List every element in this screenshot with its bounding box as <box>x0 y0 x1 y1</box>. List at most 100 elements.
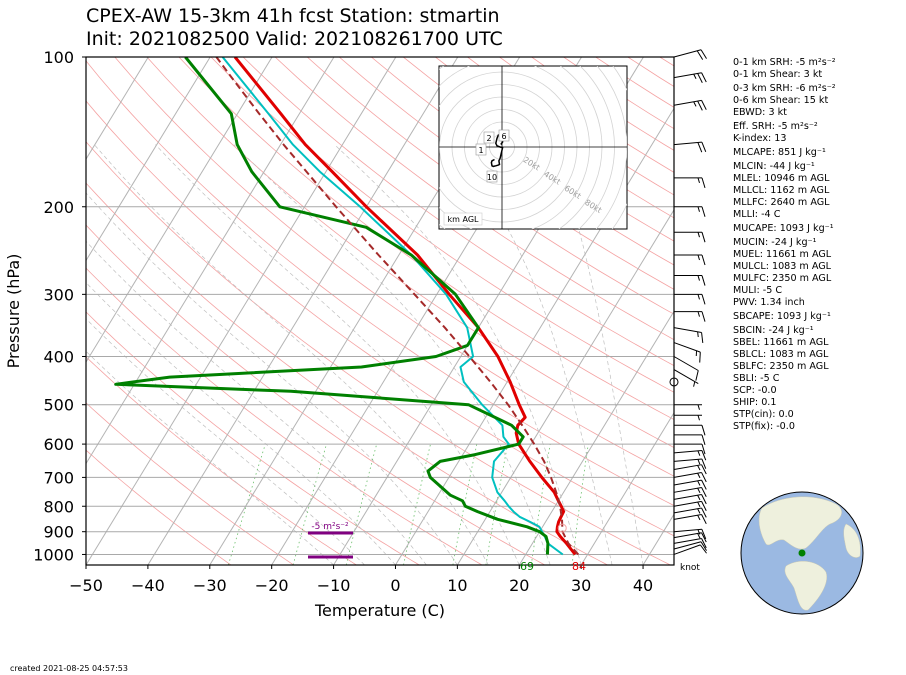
stat-line: SBLI: -5 C <box>733 373 780 384</box>
parcel-lcl-marker <box>557 523 567 533</box>
wind-barb-flag <box>701 458 707 469</box>
wind-barb-half-flag <box>697 331 699 338</box>
y-tick-label: 200 <box>43 198 74 217</box>
dry-adiabat <box>146 57 674 448</box>
hodograph-units-label: km AGL <box>448 215 480 224</box>
wind-barb-flag <box>701 464 707 475</box>
plot-frame <box>85 56 675 566</box>
y-tick-label: 500 <box>43 396 74 415</box>
stat-line: SBLFC: 2350 m AGL <box>733 361 829 372</box>
hodograph-height-box <box>483 131 495 144</box>
stat-line: K-index: 13 <box>733 133 787 144</box>
dry-adiabat <box>274 57 674 341</box>
wind-barb-flag <box>701 501 707 511</box>
moist-adiabat <box>94 144 489 565</box>
dry-adiabat <box>86 449 232 565</box>
mixing-ratio-line <box>292 443 327 565</box>
wind-barb <box>674 231 706 243</box>
stat-line: MULFC: 2350 m AGL <box>733 273 832 284</box>
wind-barb <box>674 414 702 421</box>
y-axis-label: Pressure (hPa) <box>4 254 23 369</box>
wind-barb <box>674 254 706 266</box>
isotherm <box>147 57 459 565</box>
dry-adiabat <box>371 57 674 266</box>
wind-barb-shaft <box>673 342 701 353</box>
wind-barb-flag <box>701 254 706 266</box>
wind-barb-half-flag <box>697 459 701 465</box>
globe-north-america <box>758 496 842 550</box>
wind-barb-flag <box>699 544 707 554</box>
dry-adiabat <box>86 311 420 565</box>
wind-barb-half-flag <box>697 311 700 317</box>
stat-line: MLLI: -4 C <box>733 209 781 220</box>
parcel-trace <box>215 57 580 556</box>
x-tick-label: 20 <box>509 576 529 595</box>
wind-barb-flag <box>701 514 707 525</box>
hodograph-height-box <box>498 129 510 142</box>
y-tick-label: 600 <box>43 435 74 454</box>
wind-barb-flag <box>701 532 707 543</box>
wind-barb-shaft <box>673 327 702 334</box>
hodograph-height-box <box>486 170 498 183</box>
wind-barb-half-flag <box>697 275 700 281</box>
wind-barb <box>673 72 707 83</box>
wind-barb-half-flag <box>697 465 701 471</box>
wind-barb <box>673 472 707 483</box>
wind-barb-shaft <box>673 49 702 58</box>
wind-barb-flag <box>701 434 706 446</box>
wind-barb-flag <box>701 141 707 153</box>
stat-line: 0-6 km Shear: 15 kt <box>733 95 829 106</box>
wind-barb-flag <box>701 538 707 549</box>
stat-line: STP(cin): 0.0 <box>733 409 794 420</box>
mixing-ratio-line <box>485 444 509 565</box>
wind-barb-shaft <box>673 500 702 507</box>
dry-adiabat <box>86 60 674 507</box>
y-tick-label: 700 <box>43 468 74 487</box>
stat-line: MLCIN: -44 J kg⁻¹ <box>733 161 815 172</box>
wind-barb-half-flag <box>697 232 700 238</box>
wind-barb <box>673 369 699 387</box>
isotherm <box>86 57 273 364</box>
wind-barb <box>673 544 707 555</box>
wind-barb-flag <box>700 541 707 551</box>
wind-barb-half-flag <box>697 487 701 494</box>
wind-barb <box>674 275 706 286</box>
stat-line: MLCAPE: 851 J kg⁻¹ <box>733 147 826 158</box>
x-tick-label: 10 <box>447 576 467 595</box>
wind-barb-shaft <box>673 141 702 146</box>
wind-barb <box>674 424 706 436</box>
hodograph-units-box <box>443 212 483 226</box>
wind-barb <box>674 434 706 446</box>
wind-barb-half-flag <box>697 404 700 410</box>
wind-barb <box>673 479 707 490</box>
x-tick-label: −10 <box>317 576 351 595</box>
x-tick-label: 40 <box>633 576 653 595</box>
wind-barb-flag <box>701 472 707 483</box>
dry-adiabat <box>210 57 674 393</box>
stat-line: 0-1 km Shear: 3 kt <box>733 69 823 80</box>
mixing-ratio-line <box>228 443 266 565</box>
globe-africa <box>843 523 861 558</box>
wind-barb <box>673 458 707 469</box>
dry-adiabat <box>306 57 674 315</box>
wind-barb-half-flag <box>697 294 700 300</box>
stat-line: SBCIN: -24 J kg⁻¹ <box>733 325 814 336</box>
stat-line: 0-1 km SRH: -5 m²s⁻² <box>733 57 836 68</box>
wind-barb <box>673 327 704 343</box>
stat-line: EBWD: 3 kt <box>733 107 787 118</box>
wind-barb-shaft <box>673 528 702 533</box>
wind-barb <box>673 342 701 363</box>
stat-line: MULI: -5 C <box>733 285 783 296</box>
isotherm <box>456 208 674 565</box>
wind-barb-flag <box>699 352 701 363</box>
stat-line: MUEL: 11661 m AGL <box>733 249 832 260</box>
wind-barb-shaft <box>673 464 702 471</box>
dry-adiabat <box>86 267 483 565</box>
dry-adiabat <box>242 57 674 367</box>
wind-barb <box>673 538 707 549</box>
wind-barb <box>673 532 707 543</box>
wind-barb-shaft <box>673 449 702 454</box>
wind-barb <box>674 443 706 455</box>
